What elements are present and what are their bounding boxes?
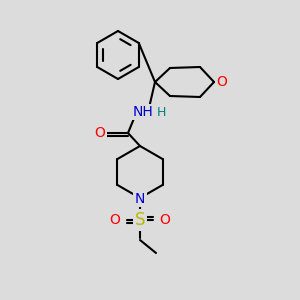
Text: H: H: [156, 106, 166, 119]
Text: S: S: [135, 211, 145, 229]
Text: O: O: [217, 75, 227, 89]
Text: N: N: [135, 192, 145, 206]
Text: NH: NH: [133, 105, 153, 119]
Text: O: O: [110, 213, 120, 227]
Text: O: O: [94, 126, 105, 140]
Text: O: O: [160, 213, 170, 227]
